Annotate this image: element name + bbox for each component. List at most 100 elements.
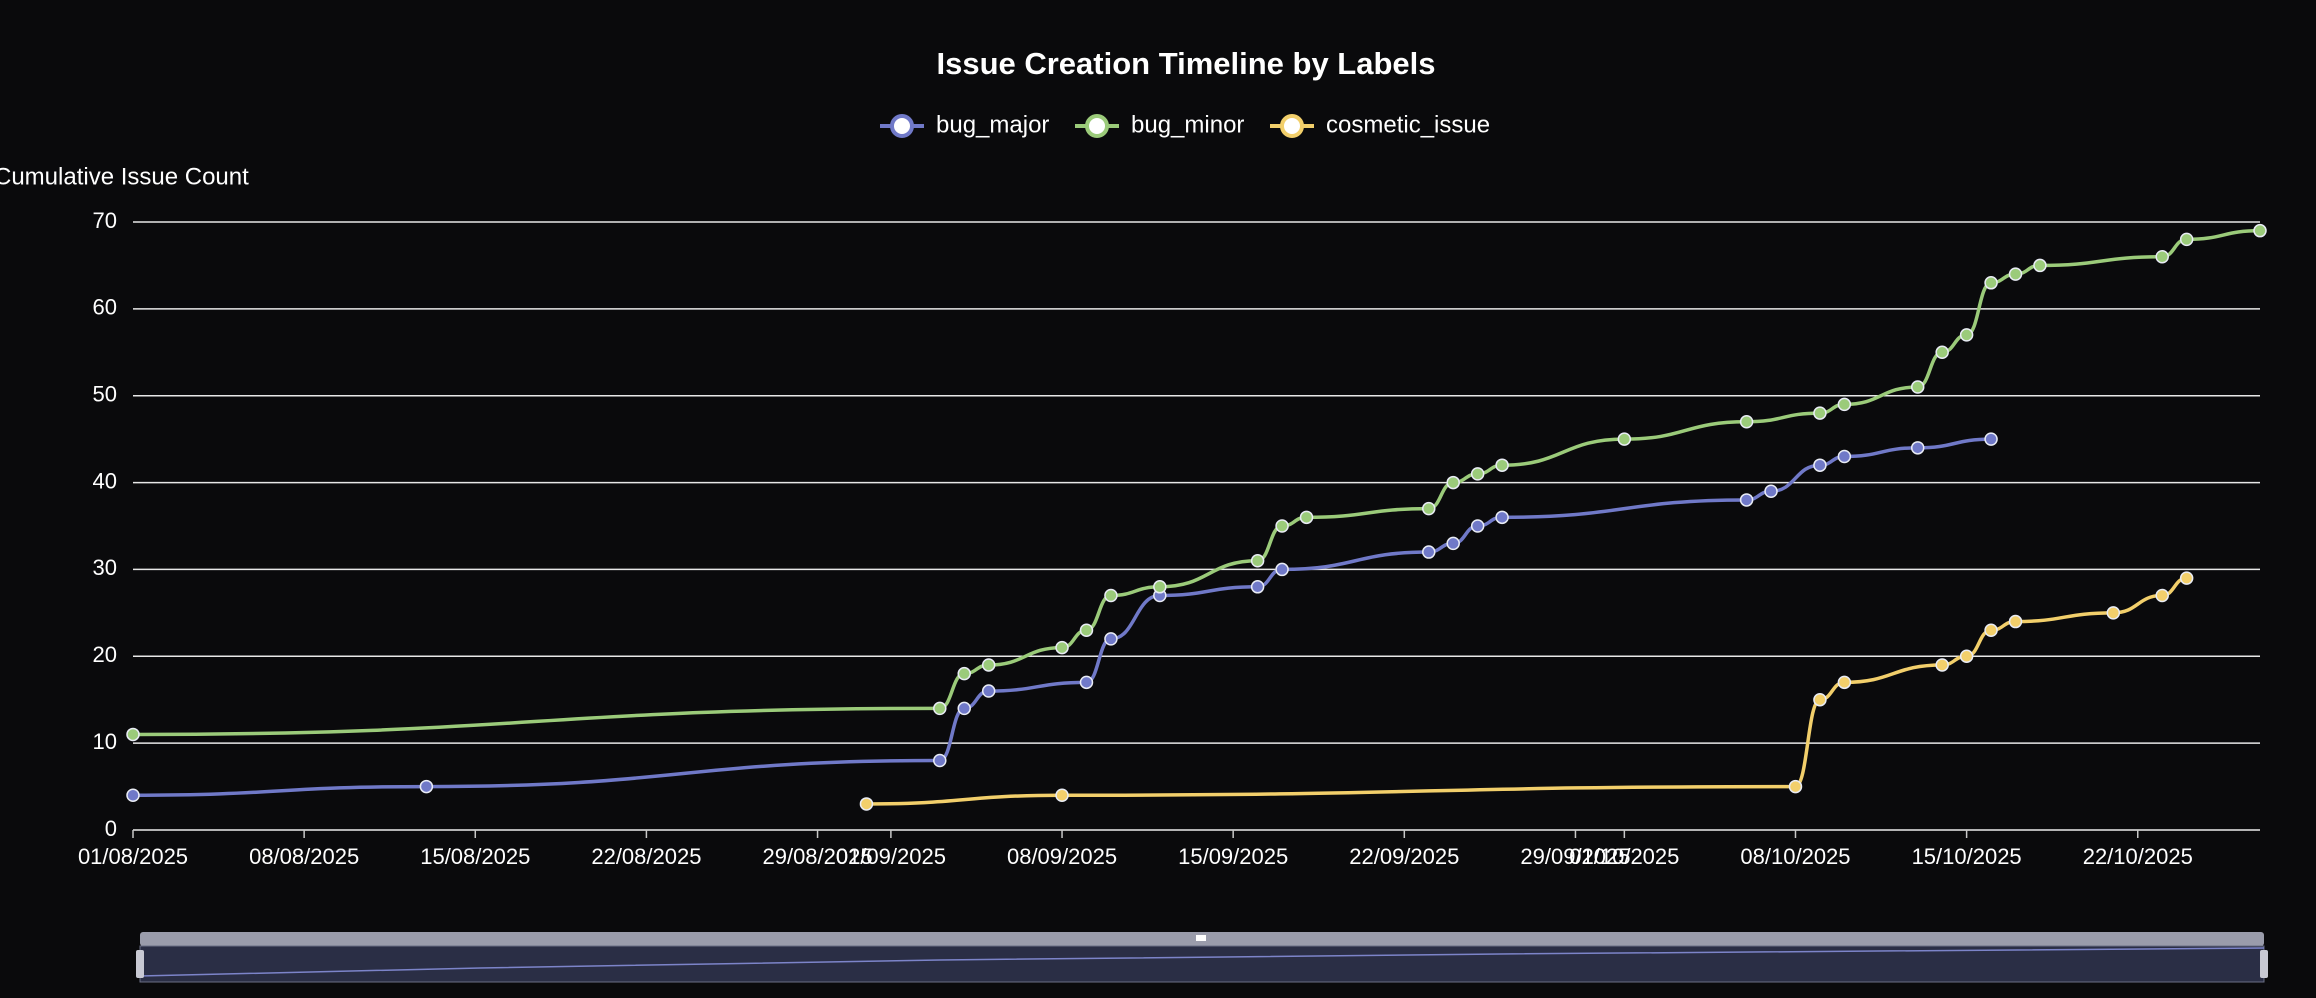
data-zoom-slider[interactable]	[136, 932, 2268, 983]
y-tick-label: 70	[93, 208, 117, 233]
data-point	[1764, 484, 1778, 499]
data-point	[1470, 519, 1485, 533]
y-axis-label: Cumulative Issue Count	[0, 163, 249, 190]
x-tick-label: 08/09/2025	[1007, 844, 1117, 869]
data-point	[2179, 232, 2194, 247]
data-point	[933, 753, 947, 768]
data-point	[1079, 675, 1094, 690]
x-tick-label: 15/08/2025	[420, 844, 530, 869]
x-tick-label: 01/08/2025	[78, 844, 188, 869]
data-point	[1813, 692, 1827, 707]
y-tick-label: 40	[93, 468, 117, 493]
data-point	[1422, 545, 1436, 559]
data-point	[1813, 458, 1827, 472]
data-point	[1984, 432, 1998, 446]
y-tick-label: 60	[93, 295, 117, 320]
legend-item[interactable]: bug_minor	[1075, 111, 1244, 138]
data-point	[1739, 415, 1754, 429]
data-point	[981, 684, 996, 698]
data-point	[1299, 510, 1314, 525]
x-tick-label: 08/08/2025	[249, 844, 359, 869]
y-tick-label: 30	[93, 555, 117, 580]
data-point	[2033, 258, 2047, 273]
y-tick-label: 10	[93, 729, 117, 754]
data-point	[2008, 614, 2023, 629]
data-point	[1446, 536, 1460, 551]
data-point	[1153, 580, 1167, 594]
data-point	[1470, 467, 1485, 481]
data-point	[1079, 623, 1094, 637]
series-line	[866, 576, 2187, 806]
data-point	[957, 666, 971, 681]
data-point	[1984, 623, 1998, 637]
data-point	[1250, 553, 1265, 568]
legend-symbol	[890, 114, 914, 138]
data-point	[1055, 640, 1069, 655]
data-point	[1959, 649, 1974, 664]
data-point	[1250, 580, 1265, 594]
data-point	[1813, 406, 1827, 420]
data-point	[933, 701, 947, 716]
x-tick-label: 22/08/2025	[591, 844, 701, 869]
data-point	[1837, 675, 1852, 690]
data-point	[1495, 458, 1509, 472]
legend-symbol	[1085, 114, 1109, 138]
data-point	[2179, 571, 2194, 585]
y-tick-label: 50	[93, 382, 117, 407]
data-point	[1935, 658, 1949, 672]
legend-symbol	[1280, 114, 1304, 138]
legend-item[interactable]: bug_major	[880, 111, 1049, 138]
data-point	[1837, 449, 1852, 464]
data-point	[1739, 493, 1754, 507]
x-tick-label: 01/09/2025	[836, 844, 946, 869]
data-point	[126, 788, 140, 803]
data-point	[957, 701, 971, 716]
data-point	[1055, 788, 1069, 803]
legend-label: cosmetic_issue	[1326, 111, 1490, 138]
data-point	[2155, 588, 2169, 603]
data-point	[419, 779, 434, 794]
data-point	[2253, 223, 2267, 238]
data-point	[981, 658, 996, 672]
data-point	[126, 727, 140, 742]
data-point	[2008, 267, 2023, 281]
x-tick-label: 15/10/2025	[1912, 844, 2022, 869]
x-tick-label: 29/09/2025	[1520, 844, 1630, 869]
data-point	[1422, 501, 1436, 516]
data-point	[2106, 606, 2121, 620]
legend-label: bug_major	[936, 111, 1049, 138]
x-tick-label: 29/08/2025	[762, 844, 872, 869]
data-point	[1275, 519, 1289, 533]
data-point	[1984, 276, 1998, 290]
x-tick-label: 22/10/2025	[2083, 844, 2193, 869]
data-point	[1104, 632, 1118, 646]
data-point	[2155, 249, 2169, 264]
data-point	[1104, 588, 1118, 603]
slider-handle-right[interactable]	[2260, 950, 2268, 978]
slider-handle-left[interactable]	[136, 950, 144, 978]
data-point	[1617, 432, 1632, 446]
data-point	[1910, 441, 1925, 455]
chart-title: Issue Creation Timeline by Labels	[936, 46, 1435, 81]
data-point	[1935, 345, 1949, 360]
data-point	[1910, 380, 1925, 394]
data-point	[1788, 779, 1803, 794]
y-tick-label: 0	[105, 816, 117, 841]
legend-label: bug_minor	[1131, 111, 1244, 138]
series-line	[132, 437, 1992, 798]
x-tick-label: 22/09/2025	[1349, 844, 1459, 869]
data-point	[1495, 510, 1509, 525]
data-point	[1837, 397, 1852, 412]
legend-item[interactable]: cosmetic_issue	[1270, 111, 1490, 138]
data-point	[1446, 475, 1460, 490]
y-tick-label: 20	[93, 642, 117, 667]
data-point	[1275, 562, 1289, 577]
slider-track	[139, 945, 2265, 983]
x-tick-label: 01/10/2025	[1569, 844, 1679, 869]
slider-grip[interactable]	[1196, 935, 1206, 941]
data-point	[859, 797, 874, 811]
slider-preview	[139, 947, 2265, 977]
x-tick-label: 08/10/2025	[1740, 844, 1850, 869]
data-point	[1959, 328, 1974, 342]
